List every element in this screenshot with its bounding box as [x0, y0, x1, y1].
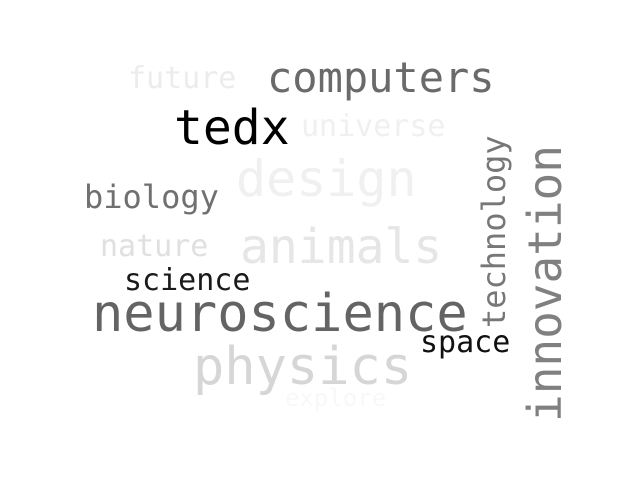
word-future: future — [128, 61, 237, 96]
word-universe: universe — [301, 109, 446, 144]
word-neuroscience: neuroscience — [92, 284, 468, 344]
word-tedx: tedx — [174, 100, 290, 156]
word-science: science — [124, 263, 251, 298]
word-space: space — [420, 325, 511, 360]
word-animals: animals — [240, 219, 443, 275]
word-biology: biology — [84, 178, 219, 216]
word-physics: physics — [193, 337, 413, 397]
word-innovation: innovation — [518, 145, 572, 422]
word-technology: technology — [475, 135, 513, 328]
word-nature: nature — [100, 229, 209, 264]
word-computers: computers — [267, 53, 495, 102]
word-design: design — [236, 150, 417, 208]
word-explore: explore — [285, 384, 387, 412]
